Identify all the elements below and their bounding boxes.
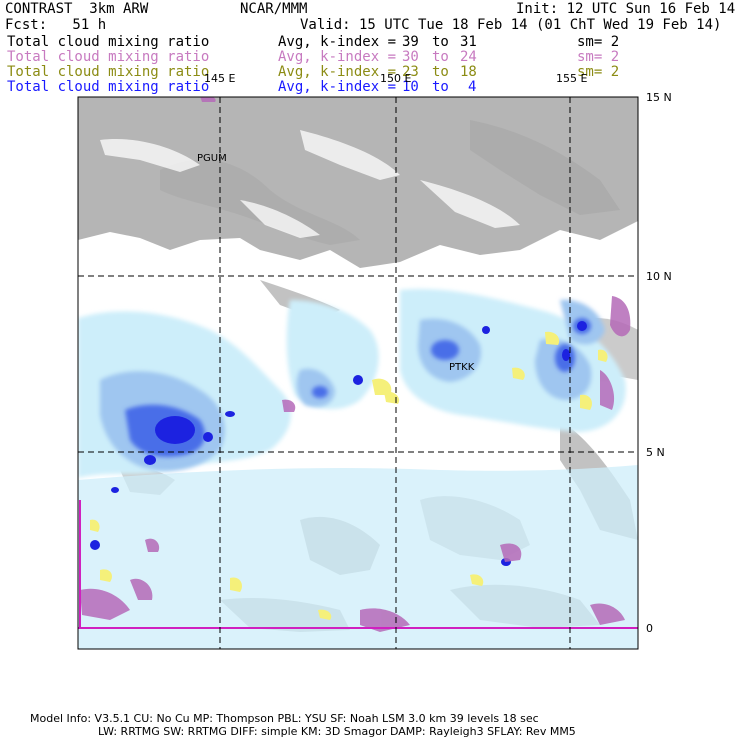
field-sm-2: sm= 2 bbox=[577, 49, 620, 65]
field-avg-1: Avg, k-index = bbox=[278, 34, 397, 50]
lon-label-150: 150 E bbox=[380, 72, 412, 85]
field-to-word-3: to bbox=[432, 64, 449, 80]
station-label-pgum: PGUM bbox=[197, 153, 227, 164]
field-avg-3: Avg, k-index = bbox=[278, 64, 397, 80]
field-to-word-1: to bbox=[432, 34, 449, 50]
field-from-2: 30 bbox=[402, 49, 419, 65]
lat-label-10n: 10 N bbox=[646, 270, 672, 283]
field-avg-2: Avg, k-index = bbox=[278, 49, 397, 65]
lat-label-15n: 15 N bbox=[646, 91, 672, 104]
field-name-4: Total cloud mixing ratio bbox=[7, 79, 210, 95]
field-from-3: 23 bbox=[402, 64, 419, 80]
field-to-word-4: to bbox=[432, 79, 449, 95]
field-to-3: 18 bbox=[460, 64, 477, 80]
field-to-word-2: to bbox=[432, 49, 449, 65]
field-name-3: Total cloud mixing ratio bbox=[7, 64, 210, 80]
lon-label-145: 145 E bbox=[204, 72, 236, 85]
field-to-4: 4 bbox=[468, 79, 477, 95]
field-avg-4: Avg, k-index = bbox=[278, 79, 397, 95]
cloud-layer-core bbox=[90, 321, 587, 566]
field-to-1: 31 bbox=[460, 34, 477, 50]
cloud-layer-magenta bbox=[80, 97, 631, 632]
model-name: CONTRAST 3km ARW bbox=[5, 1, 149, 17]
station-label-ptkk: PTKK bbox=[449, 362, 475, 373]
lat-label-0: 0 bbox=[646, 622, 653, 635]
field-name-2: Total cloud mixing ratio bbox=[7, 49, 210, 65]
model-info-line1: Model Info: V3.5.1 CU: No Cu MP: Thompso… bbox=[30, 712, 539, 725]
field-sm-1: sm= 2 bbox=[577, 34, 620, 50]
institution: NCAR/MMM bbox=[240, 1, 308, 17]
field-name-1: Total cloud mixing ratio bbox=[7, 34, 210, 50]
valid-time: Valid: 15 UTC Tue 18 Feb 14 (01 ChT Wed … bbox=[300, 17, 722, 33]
field-from-4: 10 bbox=[402, 79, 419, 95]
model-info-line2: LW: RRTMG SW: RRTMG DIFF: simple KM: 3D … bbox=[98, 725, 576, 738]
cloud-gaps bbox=[100, 130, 520, 238]
lon-label-155: 155 E bbox=[556, 72, 588, 85]
cloud-layer-yellow bbox=[90, 331, 608, 620]
map-frame bbox=[77, 96, 639, 650]
init-time: Init: 12 UTC Sun 16 Feb 14 bbox=[516, 1, 736, 17]
field-sm-3: sm= 2 bbox=[577, 64, 620, 80]
forecast-hour: Fcst: 51 h bbox=[5, 17, 107, 33]
field-from-1: 39 bbox=[402, 34, 419, 50]
lat-label-5n: 5 N bbox=[646, 446, 665, 459]
field-to-2: 24 bbox=[460, 49, 477, 65]
